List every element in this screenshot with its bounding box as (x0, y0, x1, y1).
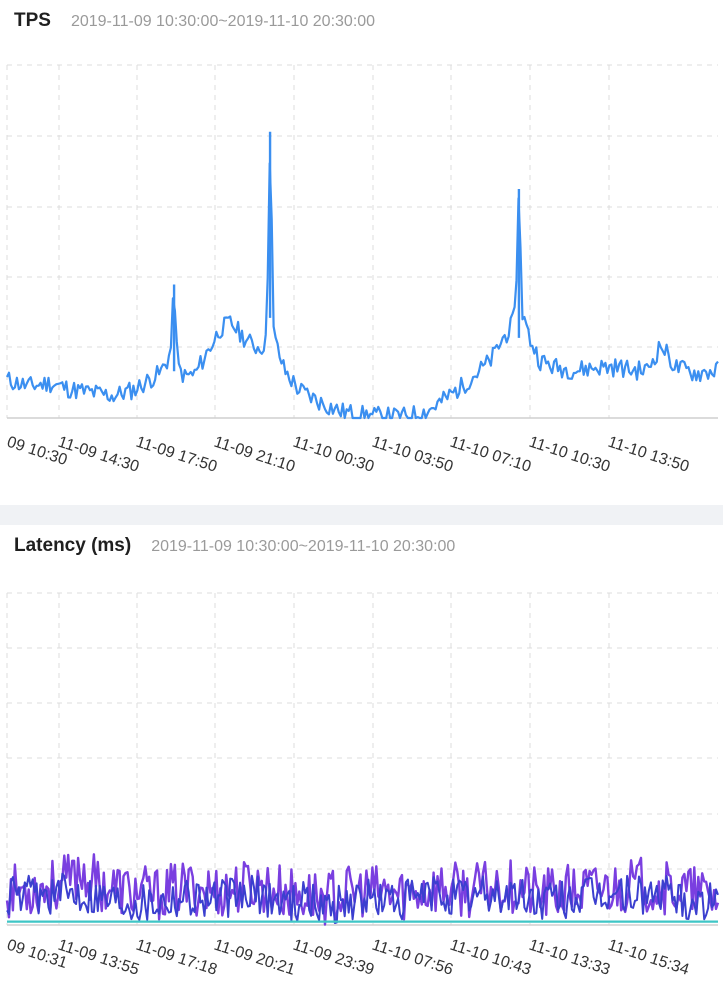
x-tick-label: 11-10 10:30 (527, 434, 612, 476)
x-tick-label: 11-10 13:50 (606, 434, 691, 476)
x-tick-label: 11-10 00:30 (291, 434, 376, 476)
chart-grid (6, 64, 718, 418)
x-tick-label: 11-10 07:10 (448, 434, 533, 476)
latency-title-row: Latency (ms) 2019-11-09 10:30:00~2019-11… (14, 535, 455, 557)
x-tick-label: 11-09 17:50 (134, 434, 219, 476)
tps-time-range: 2019-11-09 10:30:00~2019-11-10 20:30:00 (70, 13, 376, 30)
x-tick-label: 11-09 20:21 (212, 937, 297, 979)
x-tick-label: 11-10 10:43 (448, 937, 533, 979)
latency-chart-title: Latency (ms) (14, 535, 132, 556)
x-tick-label: 11-09 23:39 (291, 937, 376, 979)
x-tick-label: 11-09 17:18 (134, 937, 219, 979)
series-line-1 (6, 872, 719, 924)
series-line-0 (6, 162, 719, 420)
latency-time-range: 2019-11-09 10:30:00~2019-11-10 20:30:00 (151, 538, 456, 555)
tps-panel: TPS 2019-11-09 10:30:00~2019-11-10 20:30… (4, 10, 719, 476)
chart-grid (6, 592, 718, 925)
x-tick-label: 11-10 07:56 (370, 937, 455, 979)
latency-panel: Latency (ms) 2019-11-09 10:30:00~2019-11… (0, 525, 723, 1006)
x-tick-label: 11-10 13:33 (527, 937, 612, 979)
tps-chart-title: TPS (14, 10, 51, 31)
panel-separator (0, 505, 723, 525)
x-tick-label: 11-09 21:10 (212, 434, 297, 476)
x-tick-label: 11-10 03:50 (370, 434, 455, 476)
x-tick-label: 11-10 15:34 (606, 937, 691, 979)
tps-title-row: TPS 2019-11-09 10:30:00~2019-11-10 20:30… (14, 10, 375, 32)
